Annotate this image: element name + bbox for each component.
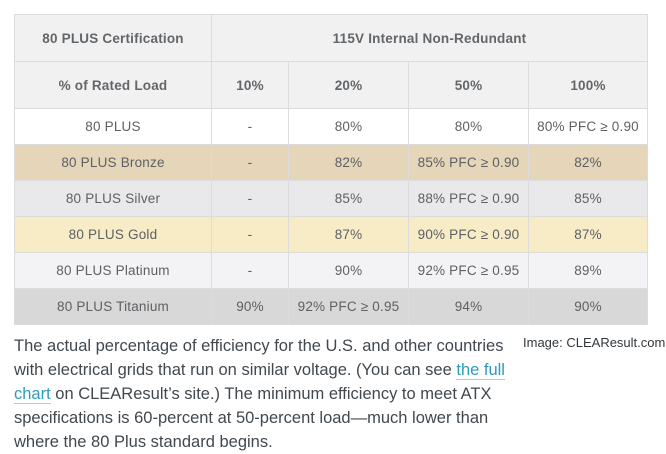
row-label: 80 PLUS Titanium: [14, 288, 212, 325]
caption-text-after-link: on CLEAResult’s site.) The minimum effic…: [14, 385, 492, 451]
table-row-titanium: 80 PLUS Titanium 90% 92% PFC ≥ 0.95 94% …: [14, 288, 648, 325]
table-row-platinum: 80 PLUS Platinum - 90% 92% PFC ≥ 0.95 89…: [14, 252, 648, 289]
cell-50: 80%: [408, 108, 529, 145]
header-load-100: 100%: [528, 61, 648, 109]
header-load-50: 50%: [408, 61, 529, 109]
table-row-80plus: 80 PLUS - 80% 80% 80% PFC ≥ 0.90: [14, 108, 648, 145]
full-chart-link[interactable]: the full chart: [14, 361, 505, 404]
table-row-gold: 80 PLUS Gold - 87% 90% PFC ≥ 0.90 87%: [14, 216, 648, 253]
row-label: 80 PLUS Bronze: [14, 144, 212, 181]
table-row-bronze: 80 PLUS Bronze - 82% 85% PFC ≥ 0.90 82%: [14, 144, 648, 181]
header-load-20: 20%: [288, 61, 409, 109]
cell-10: -: [211, 144, 289, 181]
cell-100: 85%: [528, 180, 648, 217]
cell-50: 94%: [408, 288, 529, 325]
caption-text: The actual percentage of efficiency for …: [14, 334, 516, 454]
cell-20: 92% PFC ≥ 0.95: [288, 288, 409, 325]
header-certification: 80 PLUS Certification: [14, 14, 212, 62]
cell-50: 92% PFC ≥ 0.95: [408, 252, 529, 289]
efficiency-table: 80 PLUS Certification 115V Internal Non-…: [14, 14, 648, 325]
cell-10: 90%: [211, 288, 289, 325]
row-label: 80 PLUS Platinum: [14, 252, 212, 289]
cell-20: 80%: [288, 108, 409, 145]
cell-20: 85%: [288, 180, 409, 217]
cell-100: 82%: [528, 144, 648, 181]
caption-area: The actual percentage of efficiency for …: [14, 334, 665, 454]
cell-50: 90% PFC ≥ 0.90: [408, 216, 529, 253]
header-voltage: 115V Internal Non-Redundant: [211, 14, 648, 62]
cell-100: 87%: [528, 216, 648, 253]
header-rated-load: % of Rated Load: [14, 61, 212, 109]
cell-50: 85% PFC ≥ 0.90: [408, 144, 529, 181]
table-load-row: % of Rated Load 10% 20% 50% 100%: [14, 61, 648, 109]
image-credit: Image: CLEAResult.com: [523, 335, 666, 350]
cell-10: -: [211, 216, 289, 253]
cell-100: 90%: [528, 288, 648, 325]
cell-10: -: [211, 180, 289, 217]
table-row-silver: 80 PLUS Silver - 85% 88% PFC ≥ 0.90 85%: [14, 180, 648, 217]
cell-20: 87%: [288, 216, 409, 253]
row-label: 80 PLUS Gold: [14, 216, 212, 253]
cell-10: -: [211, 252, 289, 289]
cell-10: -: [211, 108, 289, 145]
table-header-row: 80 PLUS Certification 115V Internal Non-…: [14, 14, 648, 62]
cell-100: 89%: [528, 252, 648, 289]
cell-20: 90%: [288, 252, 409, 289]
row-label: 80 PLUS Silver: [14, 180, 212, 217]
cell-20: 82%: [288, 144, 409, 181]
cell-100: 80% PFC ≥ 0.90: [528, 108, 648, 145]
cell-50: 88% PFC ≥ 0.90: [408, 180, 529, 217]
caption-text-before-link: The actual percentage of efficiency for …: [14, 337, 504, 379]
header-load-10: 10%: [211, 61, 289, 109]
row-label: 80 PLUS: [14, 108, 212, 145]
